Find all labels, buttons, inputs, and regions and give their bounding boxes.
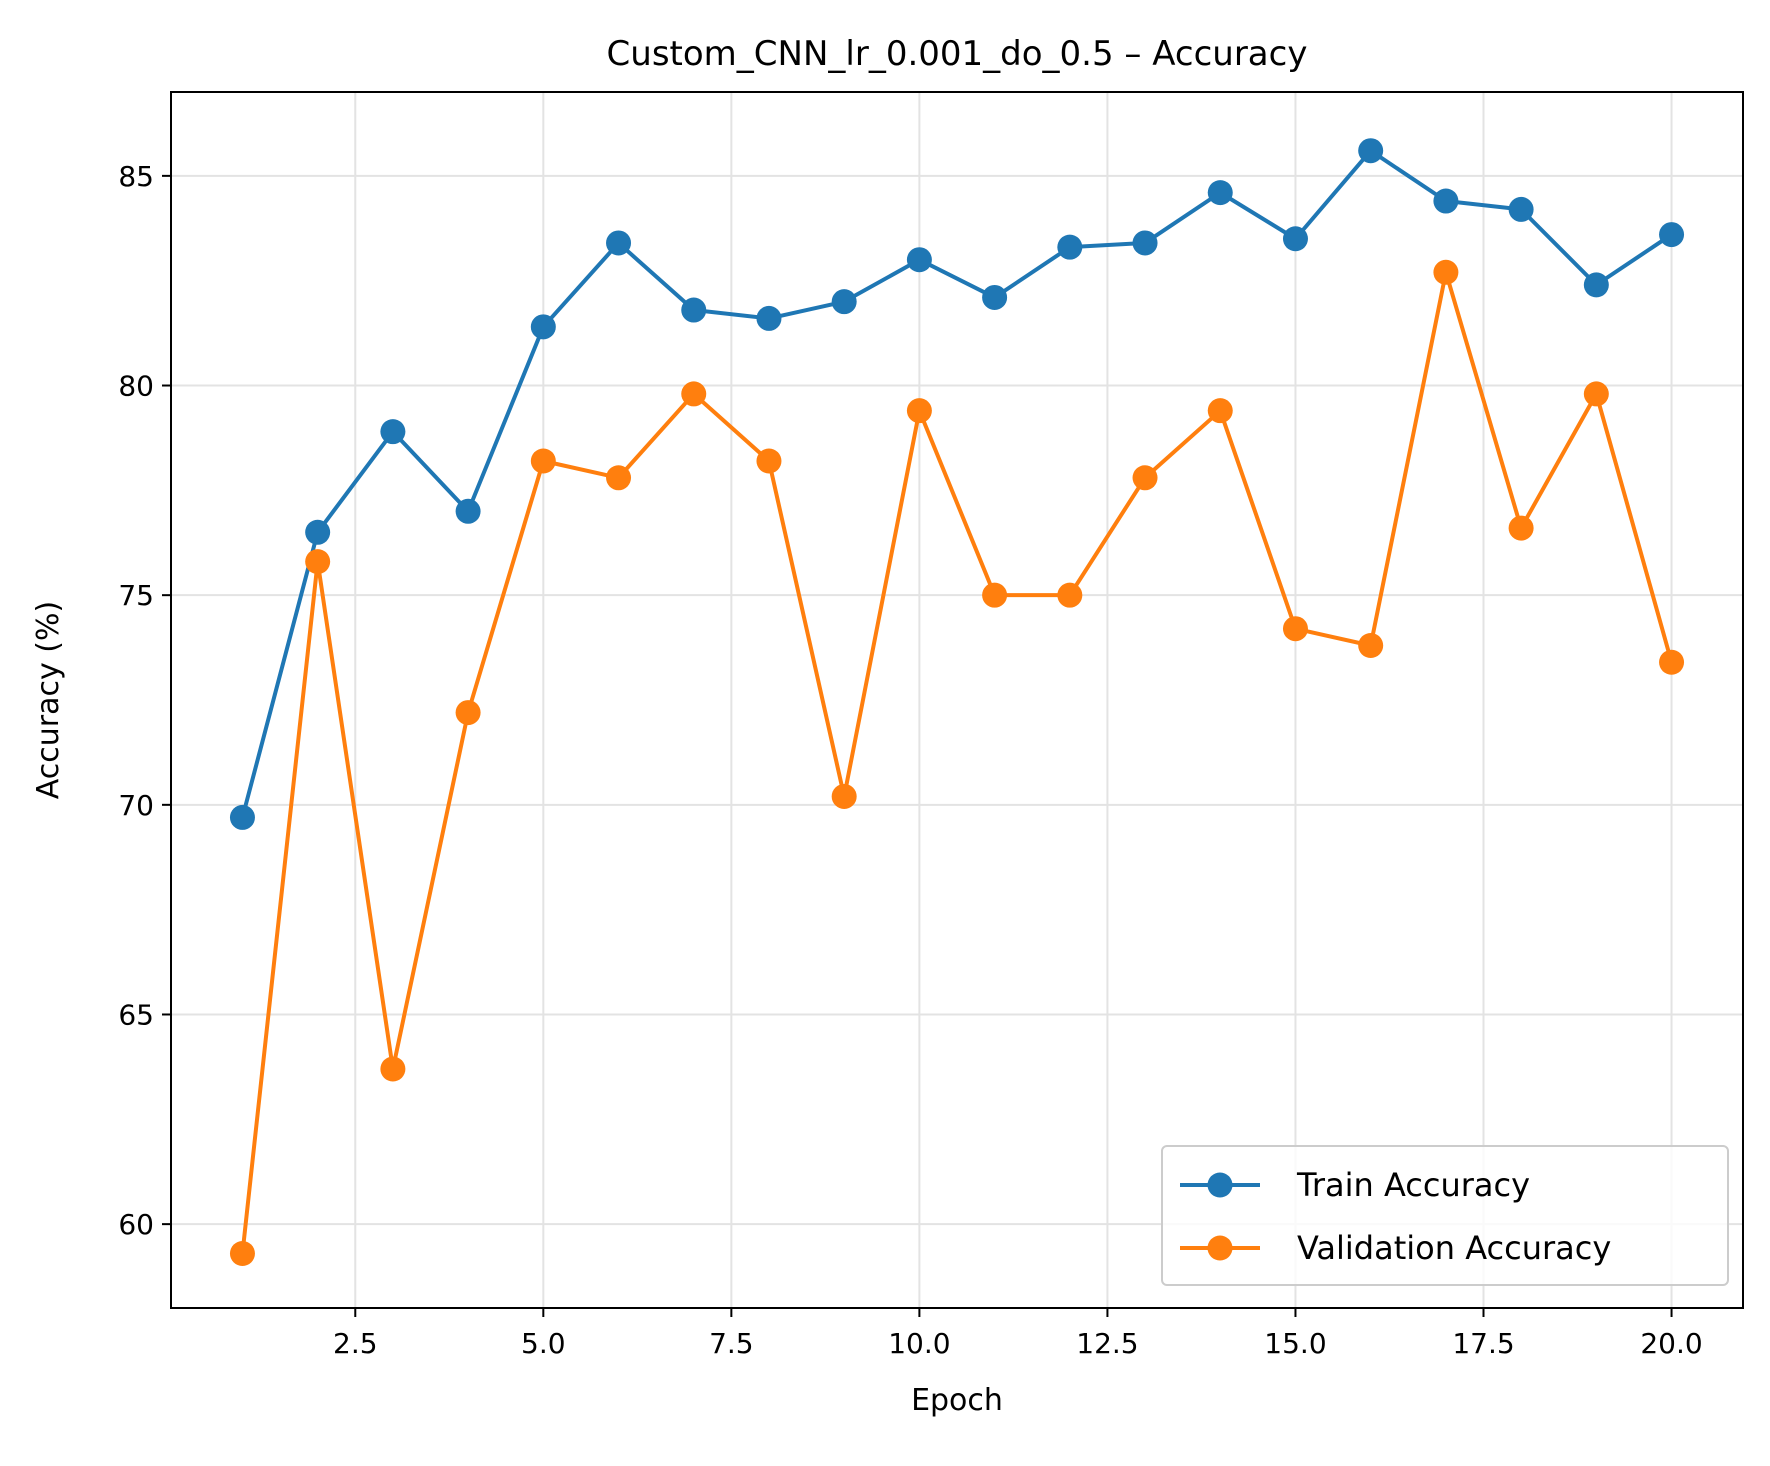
validation-accuracy-point	[1508, 515, 1534, 541]
validation-accuracy-point	[1433, 259, 1459, 285]
validation-accuracy-point	[982, 582, 1008, 608]
validation-accuracy-point	[1358, 632, 1384, 658]
validation-accuracy-point	[1057, 582, 1083, 608]
validation-accuracy-point	[681, 381, 707, 407]
x-tick-label: 10.0	[888, 1327, 950, 1360]
y-tick-label: 65	[118, 998, 154, 1031]
train-accuracy-point	[681, 297, 707, 323]
train-accuracy-point	[1207, 180, 1233, 206]
validation-accuracy-point	[906, 398, 932, 424]
validation-accuracy-point	[1659, 649, 1685, 675]
validation-accuracy-point	[1282, 616, 1308, 642]
train-accuracy-point	[530, 314, 556, 340]
train-accuracy-point	[1358, 138, 1384, 164]
validation-accuracy-legend-marker	[1207, 1235, 1233, 1261]
train-accuracy-legend-marker	[1207, 1172, 1233, 1198]
train-accuracy-point	[1659, 222, 1685, 248]
train-accuracy-point	[1282, 226, 1308, 252]
validation-accuracy-point	[455, 700, 481, 726]
series-layer	[229, 138, 1685, 1266]
x-tick-label: 7.5	[709, 1327, 754, 1360]
train-accuracy-point	[982, 284, 1008, 310]
train-accuracy-point	[1132, 230, 1158, 256]
legend-entry: Train Accuracy	[1180, 1166, 1530, 1204]
y-axis-label: Accuracy (%)	[31, 601, 66, 799]
train-accuracy-point	[756, 305, 782, 331]
legend-box	[1161, 1145, 1729, 1286]
y-tick-label: 75	[118, 579, 154, 612]
validation-accuracy-point	[1207, 398, 1233, 424]
train-accuracy-point	[1583, 272, 1609, 298]
validation-accuracy-point	[305, 549, 331, 575]
x-tick-label: 2.5	[333, 1327, 378, 1360]
legend-label: Validation Accuracy	[1297, 1229, 1611, 1267]
validation-accuracy-point	[831, 783, 857, 809]
train-accuracy-point	[831, 289, 857, 315]
y-tick-label: 80	[118, 370, 154, 403]
legend-entry: Validation Accuracy	[1180, 1229, 1611, 1267]
x-tick-label: 5.0	[521, 1327, 566, 1360]
train-accuracy-line	[240, 148, 1673, 818]
validation-accuracy-point	[530, 448, 556, 474]
validation-accuracy-point	[756, 448, 782, 474]
y-tick-label: 60	[118, 1208, 154, 1241]
train-accuracy-point	[906, 247, 932, 273]
x-axis-label: Epoch	[911, 1383, 1003, 1418]
axis-ticks: 2.5 5.0 7.5 10.0 12.5 15.0 17.5 20.0 60 65 70 75 80 8…	[118, 160, 1702, 1360]
train-accuracy-point	[606, 230, 632, 256]
train-accuracy-point	[229, 804, 255, 830]
legend-label: Train Accuracy	[1296, 1166, 1530, 1204]
x-tick-label: 15.0	[1264, 1327, 1326, 1360]
x-tick-label: 12.5	[1076, 1327, 1138, 1360]
train-accuracy-point	[455, 498, 481, 524]
train-accuracy-point	[1433, 188, 1459, 214]
x-tick-label: 17.5	[1452, 1327, 1514, 1360]
y-tick-label: 70	[118, 789, 154, 822]
validation-accuracy-series	[229, 259, 1685, 1266]
validation-accuracy-point	[380, 1056, 406, 1082]
legend: Train Accuracy Validation Accuracy	[1161, 1145, 1729, 1286]
train-accuracy-point	[305, 519, 331, 545]
validation-accuracy-point	[1132, 465, 1158, 491]
validation-accuracy-point	[229, 1240, 255, 1266]
chart-title: Custom_CNN_lr_0.001_do_0.5 – Accuracy	[607, 34, 1308, 74]
grid-lines	[171, 92, 1743, 1308]
plot-area-frame	[170, 91, 1744, 1309]
train-accuracy-point	[380, 419, 406, 445]
validation-accuracy-point	[1583, 381, 1609, 407]
x-tick-label: 20.0	[1640, 1327, 1702, 1360]
train-accuracy-series	[229, 138, 1685, 830]
validation-accuracy-point	[606, 465, 632, 491]
train-accuracy-point	[1057, 234, 1083, 260]
validation-accuracy-line	[240, 270, 1674, 1254]
train-accuracy-point	[1508, 196, 1534, 222]
y-tick-label: 85	[118, 160, 154, 193]
